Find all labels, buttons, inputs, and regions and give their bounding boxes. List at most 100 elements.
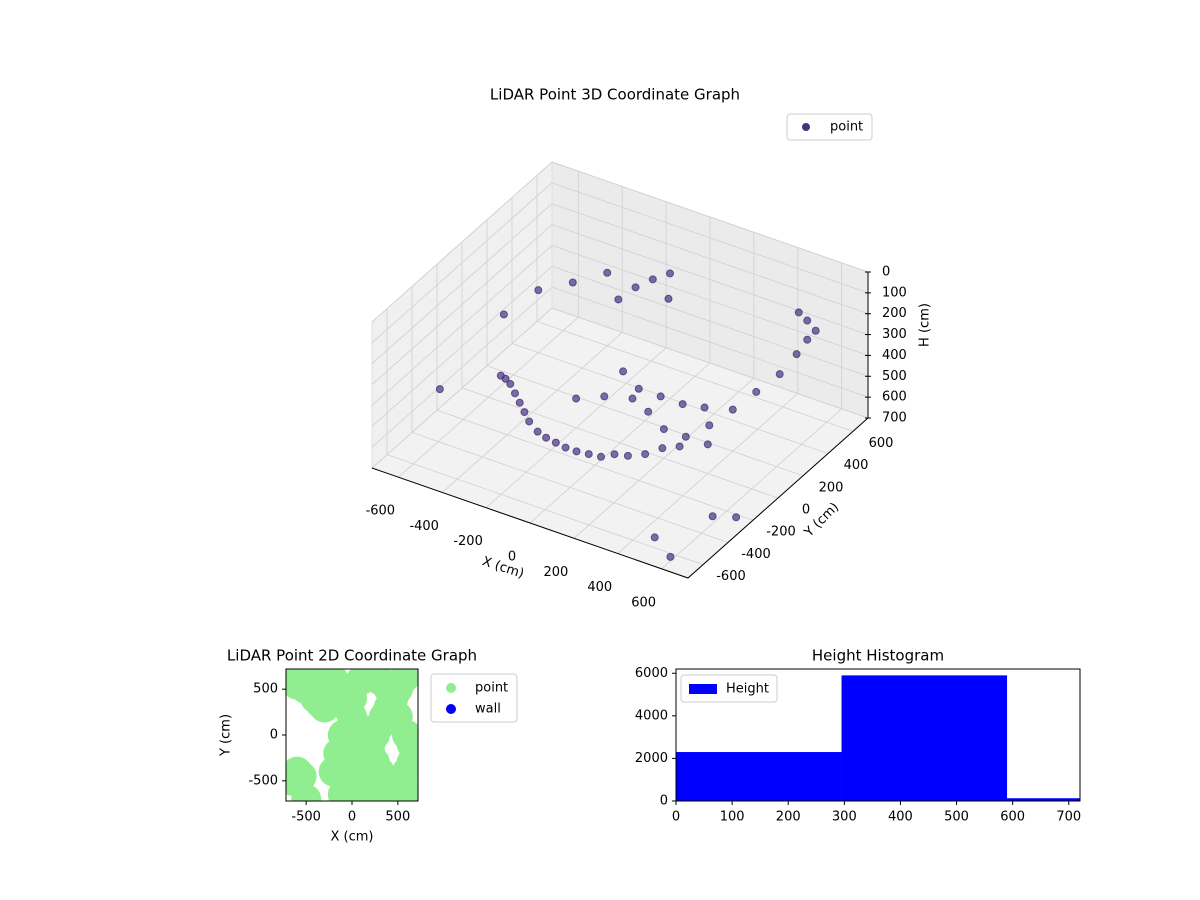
y-tick-label: 600	[869, 436, 894, 451]
data-point	[675, 442, 684, 451]
z-tick-label: 500	[882, 369, 907, 384]
legend-marker	[446, 704, 456, 714]
x-tick-label: 200	[776, 810, 801, 825]
data-point	[703, 440, 712, 449]
data-point	[534, 286, 543, 295]
x-tick-label: 600	[631, 595, 656, 610]
data-point	[656, 392, 665, 401]
data-point	[728, 405, 737, 414]
grid-line	[551, 224, 869, 335]
grid-line	[551, 286, 869, 398]
x-tick-label: -400	[409, 519, 439, 534]
data-point	[515, 398, 524, 407]
y-tick-label: -200	[766, 525, 796, 540]
y-tick-label: -500	[248, 773, 278, 788]
data-point	[501, 374, 510, 383]
data-point	[678, 400, 687, 409]
grid-line	[536, 320, 854, 432]
y-tick-label: 0	[660, 794, 668, 809]
data-point	[658, 444, 667, 453]
y-tick-label: 0	[802, 503, 810, 518]
grid-line	[371, 203, 553, 365]
data-point	[666, 269, 674, 278]
data-point	[614, 295, 623, 304]
data-point	[561, 443, 570, 452]
data-point	[551, 438, 560, 447]
legend-marker	[802, 123, 810, 131]
legend-box	[786, 113, 873, 141]
y-tick-label: -600	[716, 569, 746, 584]
data-point	[681, 432, 690, 441]
data-point	[392, 720, 418, 750]
grid-line	[436, 409, 754, 521]
x-tick-label: 500	[944, 810, 969, 825]
data-point	[631, 283, 640, 292]
y-axis-label: Y (cm)	[219, 714, 234, 757]
data-point	[644, 407, 653, 416]
data-point	[803, 335, 812, 344]
grid-line	[371, 307, 553, 469]
grid-line	[551, 265, 869, 377]
x-tick-label: 0	[348, 810, 356, 825]
legend-label: point	[830, 120, 863, 135]
legend-marker	[446, 683, 456, 693]
y-tick-label: -400	[741, 547, 771, 562]
legend-marker	[689, 684, 717, 694]
legend-label: point	[475, 681, 508, 696]
data-point	[596, 452, 605, 461]
x-tick-label: 700	[1056, 810, 1081, 825]
data-point	[732, 513, 741, 522]
z-tick-label: 600	[882, 390, 907, 405]
data-point	[775, 370, 784, 379]
data-point	[811, 326, 820, 335]
grid-line	[551, 245, 869, 356]
grid-line	[371, 245, 553, 406]
grid-line	[371, 265, 553, 427]
data-point	[572, 394, 581, 403]
y-tick-label: 500	[253, 682, 278, 697]
data-point	[542, 433, 551, 442]
legend-label: Height	[726, 682, 769, 697]
axis-line	[371, 417, 869, 579]
x-tick-label: 400	[587, 580, 612, 595]
x-axis-label: X (cm)	[480, 554, 526, 582]
legend-box	[680, 674, 778, 703]
x-tick-label: 100	[720, 810, 745, 825]
data-point	[506, 379, 515, 388]
chart-title: Height Histogram	[812, 647, 944, 665]
data-point	[708, 512, 717, 521]
data-point	[499, 310, 508, 319]
data-point	[705, 421, 714, 430]
data-point	[572, 447, 581, 456]
data-point	[327, 720, 358, 750]
plot-area	[286, 669, 418, 801]
chart-title: LiDAR Point 3D Coordinate Graph	[490, 86, 740, 104]
data-point	[628, 394, 637, 403]
data-point	[648, 275, 657, 284]
data-point	[803, 316, 812, 325]
data-point	[610, 450, 619, 459]
chart-title: LiDAR Point 2D Coordinate Graph	[227, 647, 477, 665]
y-tick-label: 200	[819, 480, 844, 495]
grid-line	[461, 387, 779, 499]
grid-line	[551, 203, 869, 315]
data-point	[634, 384, 643, 393]
z-tick-label: 0	[882, 265, 890, 280]
data-point	[525, 417, 534, 426]
z-tick-label: 100	[882, 285, 907, 300]
y-tick-label: 2000	[635, 751, 668, 766]
data-point	[650, 533, 659, 542]
data-point	[700, 403, 709, 412]
data-point	[435, 385, 444, 394]
data-point	[511, 389, 519, 398]
y-tick-label: 0	[270, 728, 278, 743]
data-point	[291, 784, 322, 801]
legend-label: wall	[475, 702, 501, 717]
data-point	[373, 674, 404, 705]
grid-line	[486, 365, 804, 477]
data-point	[792, 350, 801, 359]
grid-line	[371, 182, 553, 344]
grid-line	[551, 182, 869, 294]
grid-line	[371, 161, 553, 323]
data-point	[664, 294, 673, 303]
